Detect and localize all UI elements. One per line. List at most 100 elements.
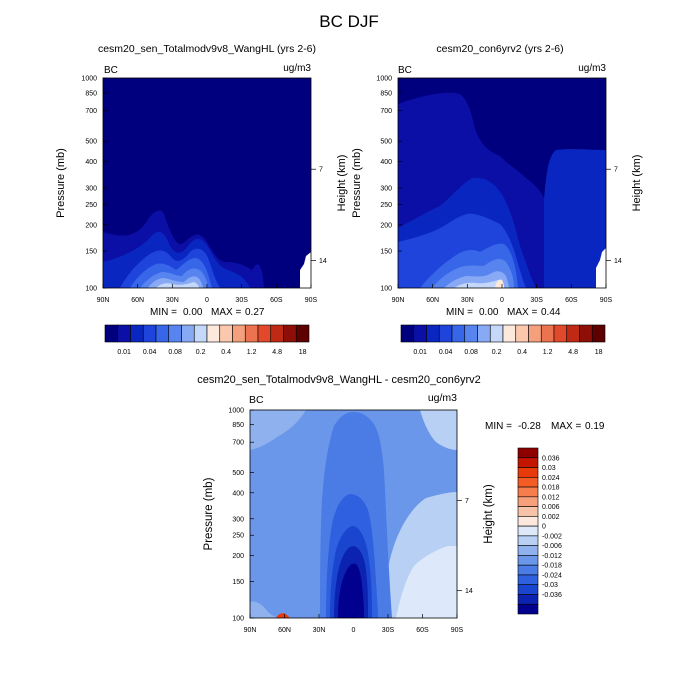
height-tick-label: 7	[465, 498, 469, 505]
x-tick-label: 30N	[166, 297, 179, 304]
height-tick-label: 7	[319, 167, 323, 174]
colorbar-swatch	[540, 324, 555, 343]
panel-2-contour-0.2	[454, 280, 504, 288]
panel-1-missing-data	[300, 252, 311, 288]
colorbar-label: 1.2	[247, 349, 257, 356]
height-tick-label: 7	[614, 167, 618, 174]
panel-1-xticks: 90N 60N 30N 0 30S 60S 90S	[97, 284, 318, 304]
y-tick-label: 850	[85, 90, 97, 97]
colorbar-swatch	[517, 535, 539, 546]
x-tick-label: 90S	[600, 297, 613, 304]
colorbar-swatch	[451, 324, 466, 343]
y-tick-label: 200	[232, 553, 244, 560]
x-tick-label: 90S	[451, 627, 464, 634]
y-tick-label: 100	[232, 616, 244, 623]
panel-1: cesm20_sen_Totalmodv9v8_WangHL (yrs 2-6)…	[55, 43, 348, 356]
colorbar-swatch	[155, 324, 170, 343]
panel-3-units-label: ug/m3	[428, 392, 457, 404]
colorbar-label: 0.04	[439, 349, 453, 356]
y-tick-label: 200	[85, 222, 97, 229]
colorbar-swatch	[413, 324, 427, 343]
panel-3: cesm20_sen_Totalmodv9v8_WangHL - cesm20_…	[197, 374, 605, 634]
x-tick-label: 90N	[392, 297, 405, 304]
x-tick-label: 30S	[235, 297, 248, 304]
panel-3-yticks: 100 150 200 250 300 400 500 700 850 1000	[228, 408, 254, 623]
y-tick-label: 1000	[81, 76, 97, 83]
colorbar-label: 0.4	[221, 349, 231, 356]
colorbar-swatch	[270, 324, 284, 343]
panel-1-contours	[103, 78, 311, 288]
y-tick-label: 100	[85, 286, 97, 293]
x-tick-label: 0	[352, 627, 356, 634]
y-tick-label: 150	[380, 249, 392, 256]
y-tick-label: 500	[85, 139, 97, 146]
colorbar-label: -0.036	[542, 592, 562, 599]
y-tick-label: 250	[380, 202, 392, 209]
colorbar-swatch	[517, 476, 539, 488]
colorbar-swatch	[517, 584, 539, 595]
panel-3-y2label: Height (km)	[483, 484, 495, 544]
panel-3-htick: 14 7	[457, 498, 473, 595]
panel-2-yticks: 100 150 200 250 300 400 500 700 850 1000	[376, 76, 402, 293]
y-tick-label: 400	[85, 159, 97, 166]
y-tick-label: 500	[232, 470, 244, 477]
panel-2-units-label: ug/m3	[578, 63, 606, 74]
x-tick-label: 60S	[416, 627, 429, 634]
height-tick-label: 14	[614, 258, 622, 265]
colorbar-swatch	[283, 324, 297, 343]
colorbar-label: 0	[542, 524, 546, 531]
colorbar-swatch	[130, 324, 144, 343]
colorbar-swatch	[477, 324, 491, 343]
y-tick-label: 150	[85, 249, 97, 256]
panel-1-max-label: MAX =	[211, 307, 241, 318]
colorbar-label: 0.08	[168, 349, 182, 356]
colorbar-label: 0.012	[542, 494, 560, 501]
panel-2-title: cesm20_con6yrv2 (yrs 2-6)	[436, 43, 563, 55]
colorbar-label: 0.08	[464, 349, 478, 356]
panel-1-htick: 14 7	[311, 167, 327, 265]
colorbar-label: 1.2	[543, 349, 553, 356]
colorbar-swatch	[517, 486, 539, 498]
colorbar-swatch	[142, 324, 157, 343]
height-tick-label: 14	[465, 588, 473, 595]
panel-1-min-label: MIN =	[150, 307, 177, 318]
colorbar-swatch	[515, 324, 529, 343]
colorbar-swatch	[400, 324, 415, 343]
panel-1-ylabel: Pressure (mb)	[55, 148, 67, 218]
y-tick-label: 300	[232, 516, 244, 523]
x-tick-label: 30N	[461, 297, 474, 304]
panel-3-ylabel: Pressure (mb)	[203, 477, 215, 550]
colorbar-swatch	[219, 324, 233, 343]
colorbar-swatch	[517, 457, 539, 468]
colorbar-swatch	[553, 324, 568, 343]
panel-2-htick: 14 7	[606, 167, 622, 265]
colorbar-swatch	[591, 324, 606, 343]
panel-2-contour-east-0.02	[544, 149, 606, 288]
panel-2-min-value: 0.00	[479, 307, 499, 318]
colorbar-swatch	[517, 467, 539, 478]
colorbar-swatch	[244, 324, 259, 343]
x-tick-label: 60N	[131, 297, 144, 304]
panel-3-contours	[250, 410, 457, 618]
panel-2-min-label: MIN =	[446, 307, 473, 318]
colorbar-label: -0.024	[542, 572, 562, 579]
panel-3-xticks: 90N 60N 30N 0 30S 60S 90S	[244, 614, 464, 634]
colorbar-swatch	[295, 324, 310, 343]
y-tick-label: 300	[85, 185, 97, 192]
colorbar-swatch	[517, 516, 539, 527]
colorbar-label: 0.024	[542, 475, 560, 482]
colorbar-swatch	[232, 324, 246, 343]
x-tick-label: 60N	[426, 297, 439, 304]
colorbar-label: -0.018	[542, 563, 562, 570]
colorbar-swatch	[168, 324, 182, 343]
panel-2-ylabel: Pressure (mb)	[351, 148, 363, 218]
panel-2-contour-blob	[414, 158, 430, 164]
panel-3-title: cesm20_sen_Totalmodv9v8_WangHL - cesm20_…	[197, 374, 481, 386]
colorbar-swatch	[517, 506, 539, 517]
colorbar-label: 18	[299, 349, 307, 356]
colorbar-label: -0.002	[542, 533, 562, 540]
panel-3-contour-nw	[250, 410, 306, 450]
colorbar-swatch	[426, 324, 440, 343]
colorbar-label: 18	[595, 349, 603, 356]
x-tick-label: 90N	[244, 627, 257, 634]
